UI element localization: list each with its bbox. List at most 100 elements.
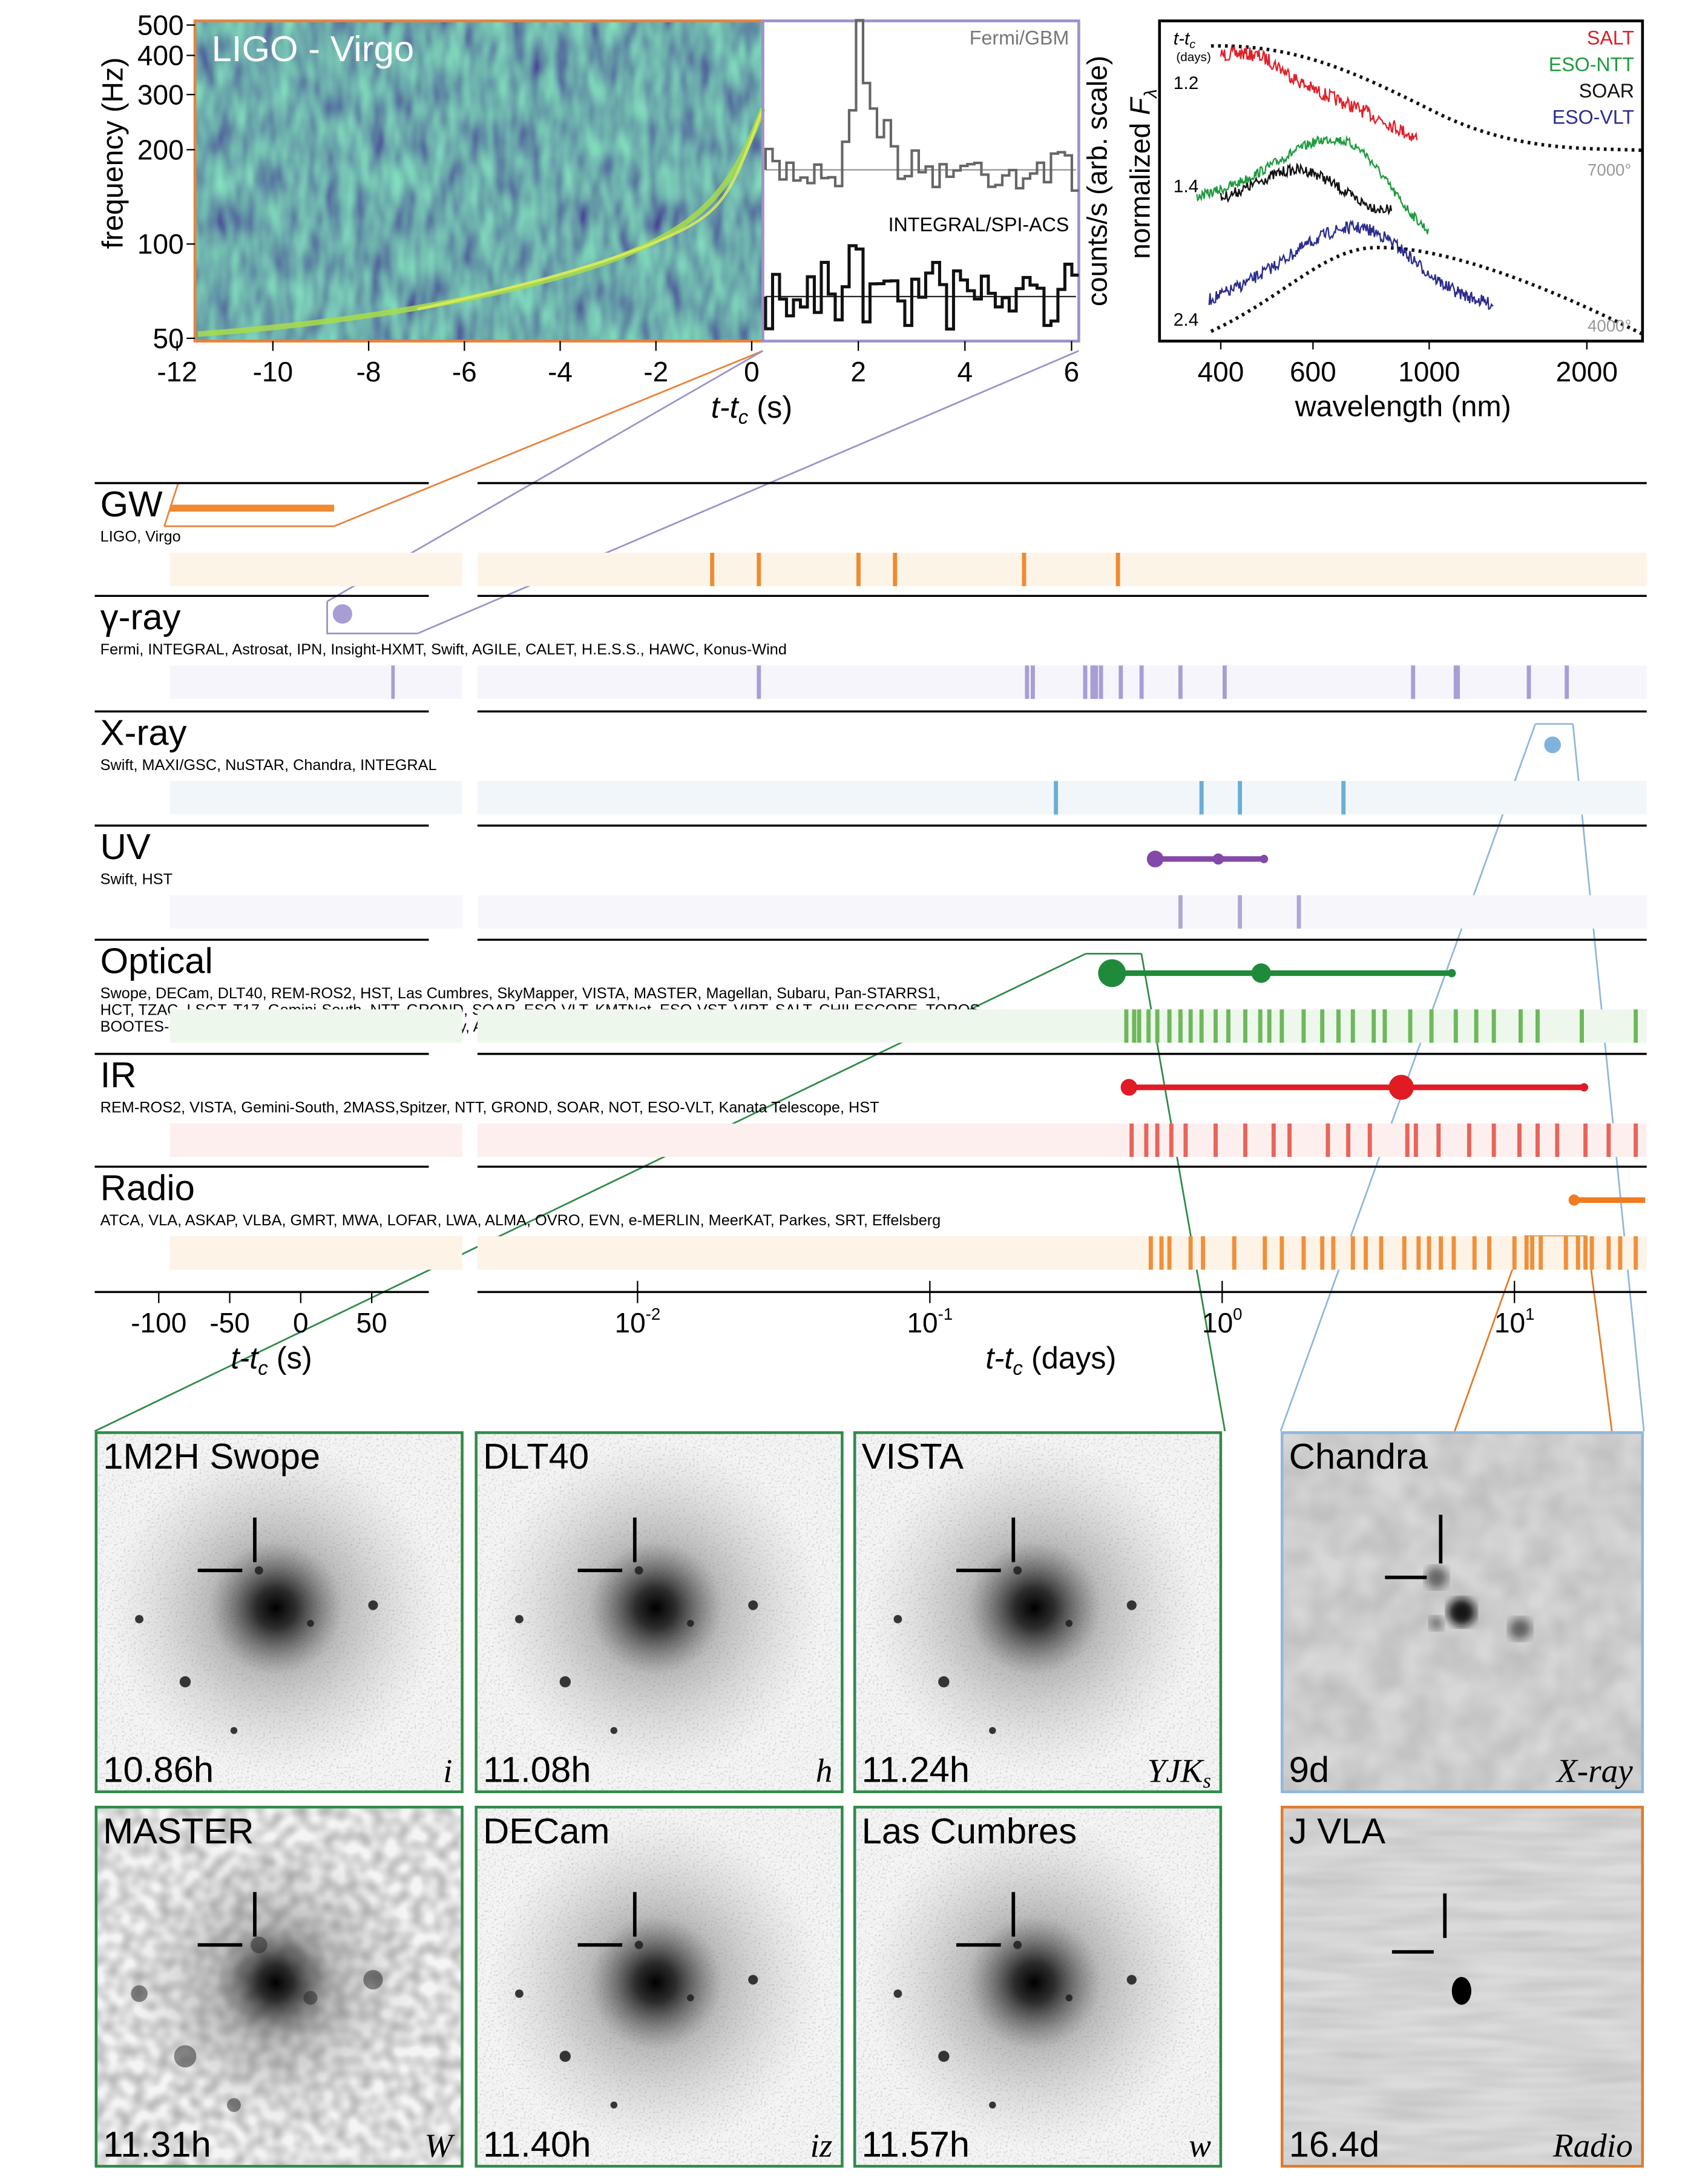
star bbox=[559, 1676, 571, 1688]
image-frame bbox=[853, 1805, 1223, 2168]
image-frame bbox=[1280, 1805, 1644, 2168]
y-tick-label: 200 bbox=[137, 134, 184, 165]
acs-lightcurve bbox=[764, 244, 1079, 331]
x-tick-label: 50 bbox=[356, 1307, 387, 1338]
band-name: γ-ray bbox=[100, 596, 181, 637]
filter-label: W bbox=[425, 2127, 456, 2164]
telescope-label: Las Cumbres bbox=[862, 1811, 1077, 1851]
label-symbol: F bbox=[1125, 96, 1156, 115]
image-cutout: 1M2H Swope 10.86h i bbox=[94, 1431, 464, 1794]
crosshair bbox=[197, 1517, 257, 1572]
chirp-core bbox=[417, 108, 764, 311]
label-sub: c bbox=[738, 406, 749, 428]
x-tick-label: -2 bbox=[643, 356, 668, 387]
crosshair bbox=[197, 1892, 257, 1947]
label-var: t-t bbox=[231, 1341, 259, 1375]
tick-base: 10 bbox=[1202, 1307, 1233, 1338]
blackbody-label: 7000° bbox=[1588, 160, 1631, 179]
instrument-label: Fermi/GBM bbox=[970, 27, 1069, 49]
band-strip bbox=[169, 1123, 462, 1157]
label-var: t-t bbox=[985, 1341, 1014, 1375]
time-label: 11.57h bbox=[862, 2124, 970, 2164]
x-tick-label: 100 bbox=[1202, 1305, 1243, 1338]
detection bbox=[1251, 963, 1271, 983]
filter-label: i bbox=[443, 1753, 452, 1790]
star bbox=[515, 1615, 524, 1624]
star bbox=[174, 2045, 197, 2068]
telescope-label: Chandra bbox=[1289, 1436, 1428, 1477]
image-frame bbox=[853, 1431, 1223, 1794]
telescope-label: MASTER bbox=[103, 1811, 254, 1851]
x-axis-label: wavelength (nm) bbox=[1295, 390, 1511, 423]
x-tick-label: 4 bbox=[957, 356, 973, 387]
star bbox=[989, 1727, 996, 1734]
tick-base: 10 bbox=[1494, 1307, 1525, 1338]
star bbox=[131, 1985, 148, 2003]
image-frame bbox=[1280, 1431, 1644, 1794]
filter-name: iz bbox=[810, 2127, 833, 2164]
x-tick-label: 10-1 bbox=[907, 1305, 953, 1338]
gamma-frame bbox=[761, 19, 1080, 343]
band-strip bbox=[477, 1123, 1647, 1157]
detection bbox=[1447, 969, 1456, 978]
label-sub: λ bbox=[1141, 89, 1161, 99]
filter-name: i bbox=[443, 1753, 452, 1790]
spectrum bbox=[1208, 219, 1494, 311]
star bbox=[610, 2101, 618, 2109]
star bbox=[748, 1600, 758, 1610]
star bbox=[226, 2098, 241, 2112]
image-cutout: J VLA 16.4d Radio bbox=[1280, 1805, 1644, 2168]
crosshair bbox=[956, 1892, 1016, 1947]
star bbox=[748, 1975, 758, 1985]
time-label: 11.31h bbox=[103, 2124, 211, 2164]
image-cutout: DLT40 11.08h h bbox=[475, 1431, 844, 1794]
galaxy bbox=[867, 1441, 1201, 1776]
filter-label: YJKs bbox=[1147, 1753, 1210, 1793]
star bbox=[893, 1615, 902, 1624]
detection bbox=[1146, 851, 1164, 868]
star bbox=[687, 1619, 694, 1627]
x-tick-label: 600 bbox=[1290, 356, 1336, 387]
crosshair bbox=[577, 1892, 637, 1947]
axis-label: t-tc (s) bbox=[711, 390, 792, 428]
band-name: X-ray bbox=[100, 712, 187, 752]
source bbox=[1425, 1566, 1448, 1589]
filter-name: W bbox=[425, 2127, 456, 2164]
band-strip bbox=[477, 665, 1647, 699]
star bbox=[303, 1990, 318, 2005]
telescope-label: VISTA bbox=[862, 1436, 964, 1477]
star bbox=[368, 1600, 378, 1610]
time-label: 10.86h bbox=[103, 1750, 214, 1790]
y-axis-label: frequency (Hz) bbox=[96, 58, 129, 249]
star bbox=[1065, 1619, 1073, 1627]
filter-name: Radio bbox=[1552, 2127, 1633, 2164]
chirp bbox=[197, 107, 766, 337]
star bbox=[1126, 1600, 1137, 1610]
x-tick-label: 1000 bbox=[1398, 356, 1460, 387]
star bbox=[179, 1676, 191, 1688]
image-frame bbox=[475, 1805, 844, 2168]
galaxy bbox=[108, 1441, 443, 1776]
spectrogram-noise bbox=[195, 21, 763, 341]
axis-label: t-tc (s) bbox=[231, 1341, 312, 1379]
filter-name: YJK bbox=[1147, 1753, 1204, 1790]
header-unit: (days) bbox=[1176, 50, 1210, 64]
telescope-label: J VLA bbox=[1289, 1811, 1386, 1851]
tick-exponent: 0 bbox=[1233, 1305, 1242, 1323]
telescope-label: 1M2H Swope bbox=[103, 1436, 320, 1477]
source bbox=[1447, 1598, 1476, 1627]
star bbox=[559, 2050, 571, 2062]
label-unit: (days) bbox=[1023, 1341, 1117, 1375]
band-name: IR bbox=[100, 1055, 137, 1095]
spectrum bbox=[1196, 135, 1430, 234]
time-label: 11.24h bbox=[862, 1750, 970, 1790]
x-tick-label: 2000 bbox=[1556, 356, 1618, 387]
x-tick-label: 0 bbox=[293, 1307, 309, 1338]
tick-exponent: -2 bbox=[646, 1305, 661, 1323]
band-name: GW bbox=[100, 484, 163, 524]
blackbody-7000 bbox=[1210, 44, 1643, 153]
band-strip bbox=[169, 552, 462, 587]
image-frame bbox=[475, 1431, 844, 1794]
star bbox=[135, 1615, 143, 1624]
instrument-list: Fermi, INTEGRAL, Astrosat, IPN, Insight-… bbox=[100, 641, 787, 658]
